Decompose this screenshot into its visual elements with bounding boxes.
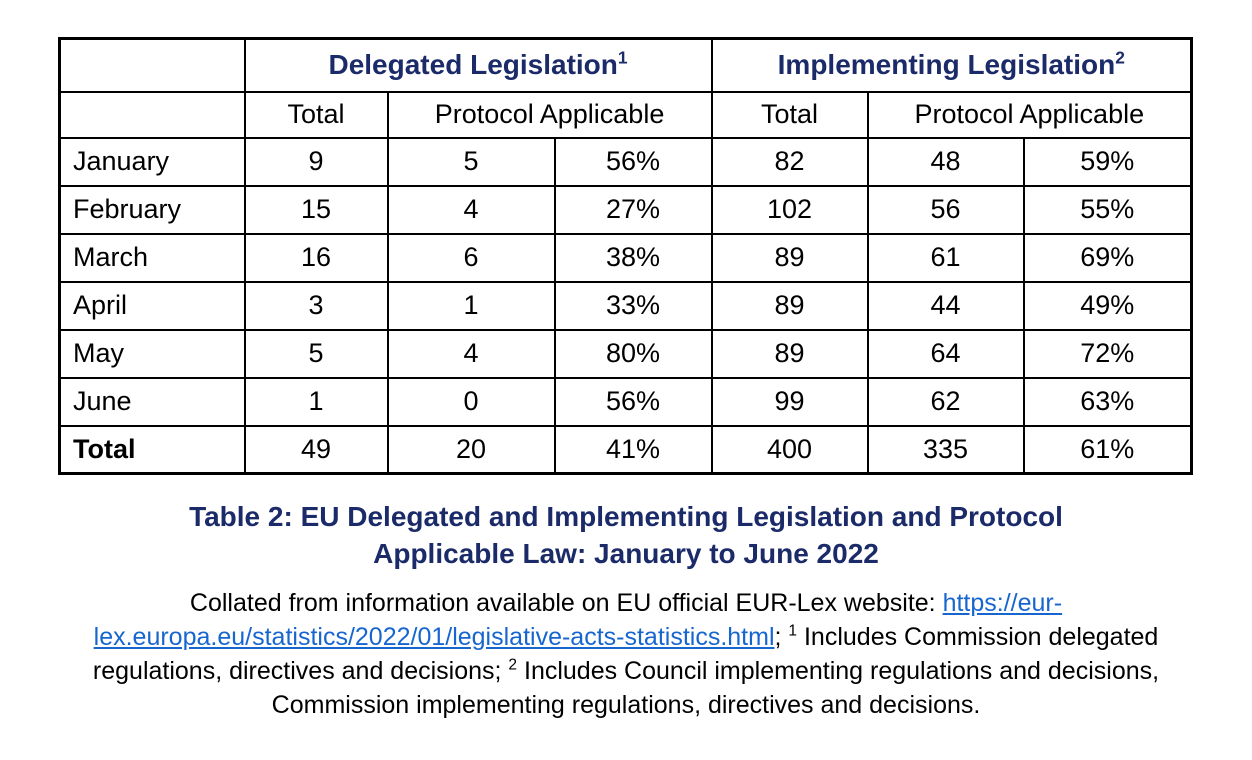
value-cell: 38% xyxy=(553,232,713,283)
delegated-protocol-header: Protocol Applicable xyxy=(386,90,713,139)
caption-line-2: Applicable Law: January to June 2022 xyxy=(373,538,879,569)
table-row: June 1 0 56% 99 62 63% xyxy=(58,376,1193,427)
month-cell: June xyxy=(58,376,246,427)
value-cell: 15 xyxy=(243,184,389,235)
table-row: March 16 6 38% 89 61 69% xyxy=(58,232,1193,283)
table-sub-header-row: Total Protocol Applicable Total Protocol… xyxy=(58,90,1193,139)
implementing-total-header: Total xyxy=(710,90,869,139)
month-cell: February xyxy=(58,184,246,235)
value-cell: 400 xyxy=(710,424,869,475)
footnote-note-2: Includes Council implementing regulation… xyxy=(271,657,1160,719)
footnote-marker-2: 2 xyxy=(508,656,518,674)
table-total-row: Total 49 20 41% 400 335 61% xyxy=(58,424,1193,475)
empty-corner-cell xyxy=(58,90,246,139)
value-cell: 89 xyxy=(710,232,869,283)
footnote-note-1: Includes Commission delegated regulation… xyxy=(92,623,1159,685)
value-cell: 99 xyxy=(710,376,869,427)
value-cell: 82 xyxy=(710,136,869,187)
value-cell: 16 xyxy=(243,232,389,283)
value-cell: 1 xyxy=(386,280,556,331)
value-cell: 48 xyxy=(866,136,1025,187)
value-cell: 4 xyxy=(386,184,556,235)
value-cell: 49 xyxy=(243,424,389,475)
value-cell: 41% xyxy=(553,424,713,475)
legislation-table: Delegated Legislation1 Implementing Legi… xyxy=(58,37,1194,475)
value-cell: 55% xyxy=(1022,184,1193,235)
eurlex-link[interactable]: https://eur-lex.europa.eu/statistics/202… xyxy=(93,589,1063,651)
value-cell: 5 xyxy=(243,328,389,379)
footnote-separator: ; xyxy=(774,623,789,651)
table-caption: Table 2: EU Delegated and Implementing L… xyxy=(0,498,1252,572)
value-cell: 27% xyxy=(553,184,713,235)
month-cell: April xyxy=(58,280,246,331)
implementing-legislation-label: Implementing Legislation xyxy=(777,49,1116,81)
value-cell: 56% xyxy=(553,136,713,187)
value-cell: 59% xyxy=(1022,136,1193,187)
value-cell: 63% xyxy=(1022,376,1193,427)
value-cell: 44 xyxy=(866,280,1025,331)
empty-corner-cell xyxy=(58,37,246,93)
table-row: April 3 1 33% 89 44 49% xyxy=(58,280,1193,331)
value-cell: 6 xyxy=(386,232,556,283)
value-cell: 64 xyxy=(866,328,1025,379)
value-cell: 20 xyxy=(386,424,556,475)
value-cell: 61 xyxy=(866,232,1025,283)
value-cell: 5 xyxy=(386,136,556,187)
value-cell: 3 xyxy=(243,280,389,331)
value-cell: 1 xyxy=(243,376,389,427)
value-cell: 56% xyxy=(553,376,713,427)
value-cell: 62 xyxy=(866,376,1025,427)
month-cell: March xyxy=(58,232,246,283)
delegated-legislation-label: Delegated Legislation xyxy=(328,49,618,81)
value-cell: 335 xyxy=(866,424,1025,475)
month-cell: May xyxy=(58,328,246,379)
value-cell: 33% xyxy=(553,280,713,331)
value-cell: 61% xyxy=(1022,424,1193,475)
value-cell: 89 xyxy=(710,328,869,379)
footnote-marker-1: 1 xyxy=(788,622,798,640)
delegated-total-header: Total xyxy=(243,90,389,139)
value-cell: 4 xyxy=(386,328,556,379)
value-cell: 49% xyxy=(1022,280,1193,331)
month-cell: January xyxy=(58,136,246,187)
table-row: January 9 5 56% 82 48 59% xyxy=(58,136,1193,187)
value-cell: 80% xyxy=(553,328,713,379)
value-cell: 89 xyxy=(710,280,869,331)
implementing-protocol-header: Protocol Applicable xyxy=(866,90,1193,139)
footnote-ref-1: 1 xyxy=(617,47,628,68)
value-cell: 102 xyxy=(710,184,869,235)
total-label-cell: Total xyxy=(58,424,246,475)
value-cell: 9 xyxy=(243,136,389,187)
footnote: Collated from information available on E… xyxy=(61,586,1191,722)
table-group-header-row: Delegated Legislation1 Implementing Legi… xyxy=(58,37,1193,93)
footnote-ref-2: 2 xyxy=(1115,47,1125,68)
value-cell: 56 xyxy=(866,184,1025,235)
value-cell: 0 xyxy=(386,376,556,427)
table-row: May 5 4 80% 89 64 72% xyxy=(58,328,1193,379)
delegated-legislation-header: Delegated Legislation1 xyxy=(243,37,713,93)
footnote-prefix: Collated from information available on E… xyxy=(189,589,943,617)
table-row: February 15 4 27% 102 56 55% xyxy=(58,184,1193,235)
implementing-legislation-header: Implementing Legislation2 xyxy=(710,37,1193,93)
caption-line-1: Table 2: EU Delegated and Implementing L… xyxy=(189,501,1063,532)
value-cell: 69% xyxy=(1022,232,1193,283)
value-cell: 72% xyxy=(1022,328,1193,379)
